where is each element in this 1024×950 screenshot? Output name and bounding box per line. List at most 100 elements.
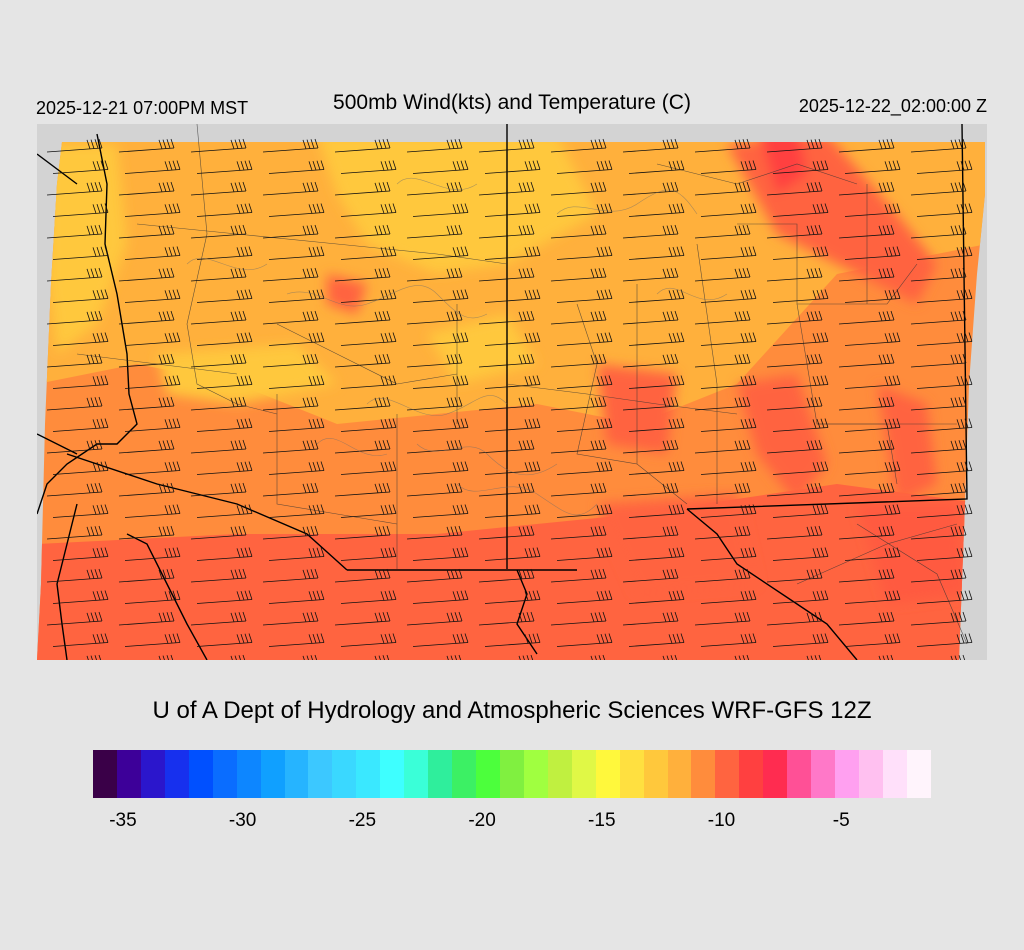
colorbar-swatch [859,750,883,798]
wind-barb-flag [600,418,605,429]
border-east [686,124,968,510]
wind-barb-flag [170,611,175,622]
wind-barb-flag [92,591,97,601]
wind-barb-flag [812,505,817,515]
wind-barb-flag [740,247,745,257]
colorbar-swatch [308,750,333,798]
wind-barb-flag [464,246,469,256]
wind-barb-flag [94,526,99,536]
wind-barb-flag [244,633,249,643]
wind-barb-flag [888,461,893,472]
wind-barb-flag [598,483,603,493]
wind-barb [916,513,973,518]
wind-barb-flag [746,568,751,579]
wind-barb-flag [518,182,523,192]
wind-barb-flag [86,655,89,660]
wind-barb-flag [536,289,541,299]
wind-barb [52,384,109,389]
wind-barb-flag [958,483,963,493]
wind-barb-flag [312,160,317,171]
wind-barb-flag [302,225,307,235]
wind-barb-flag [380,591,385,601]
wind-barb-flag [738,354,743,364]
wind-barb-flag [968,461,973,471]
wind-barb-flag [958,526,963,536]
wind-barb-flag [458,138,463,149]
wind-barb-flag [824,203,829,213]
wind-barb-flag [446,225,451,235]
wind-barb-flag [738,483,743,493]
wind-barb-flag [172,246,177,256]
wind-barb-flag [378,440,383,450]
wind-barb-flag [248,375,253,385]
colorbar-swatch [260,750,285,798]
wind-barb [838,362,895,368]
wind-barb-flag [956,462,961,472]
wind-barb-flag [594,440,599,450]
wind-barb-flag [594,225,599,235]
wind-barb-flag [954,397,959,407]
wind-barb-flag [672,375,677,386]
wind-barb-flag [604,332,609,342]
wind-barb-flag [536,203,541,213]
wind-barb-flag [814,655,817,660]
wind-barb-flag [230,397,235,407]
wind-barb-flag [524,376,529,386]
wind-barb-flag [526,569,531,579]
wind-barb-flag [168,633,173,644]
wind-barb-flag [600,547,605,558]
wind-barb-flag [96,332,101,343]
wind-barb [124,298,181,303]
wind-barb-flag [240,418,245,429]
wind-barb-flag [458,568,463,579]
wind-barb-flag [530,568,535,579]
wind-barb-flag [384,504,389,515]
wind-barb-flag [384,375,389,386]
wind-barb-flag [522,440,527,450]
wind-barb-flag [166,225,171,235]
wind-barb [766,620,823,626]
colorbar-tick-label: -10 [707,810,736,831]
wind-barb-flag [892,332,897,342]
colorbar-swatch [452,750,476,798]
wind-barb-flag [92,462,97,472]
wind-barb-flag [320,590,325,600]
wind-barb-flag [104,418,109,428]
wind-barb-flag [812,462,817,472]
wind-barb-flag [964,160,969,170]
wind-barb-flag [604,633,609,643]
wind-barb-flag [672,461,677,472]
wind-barb-flag [960,418,965,429]
wind-barb-flag [806,311,811,321]
wind-barb-flag [954,354,959,364]
wind-barb [844,599,901,604]
wind-barb-flag [884,591,889,601]
wind-barb-flag [590,311,595,321]
wind-barb [118,319,175,325]
wind-barb-flag [526,397,531,407]
wind-barb-flag [518,526,523,536]
wind-barb-flag [742,182,747,192]
credit-text: U of A Dept of Hydrology and Atmospheric… [152,697,872,724]
wind-barb [52,427,109,432]
wind-barb-flag [234,139,239,149]
wind-barb-flag [522,655,525,660]
wind-barb [910,147,967,153]
wind-barb-flag [526,268,531,278]
wind-barb [910,190,967,196]
wind-barb-flag [86,225,91,235]
wind-barb [622,577,679,583]
wind-barb-flag [824,332,829,342]
wind-barb-flag [172,332,177,342]
wind-barb-flag [464,160,469,170]
wind-barb [700,255,757,260]
wind-barb-flag [86,440,91,450]
wind-barb-flag [308,290,313,300]
wind-barb-flag [806,569,811,579]
wind-barb-flag [166,612,171,622]
wind-barb-flag [888,504,893,515]
wind-barb [622,362,679,368]
wind-barb-flag [608,246,613,256]
temp-yellow-mid [157,344,337,404]
wind-barb [190,534,247,540]
